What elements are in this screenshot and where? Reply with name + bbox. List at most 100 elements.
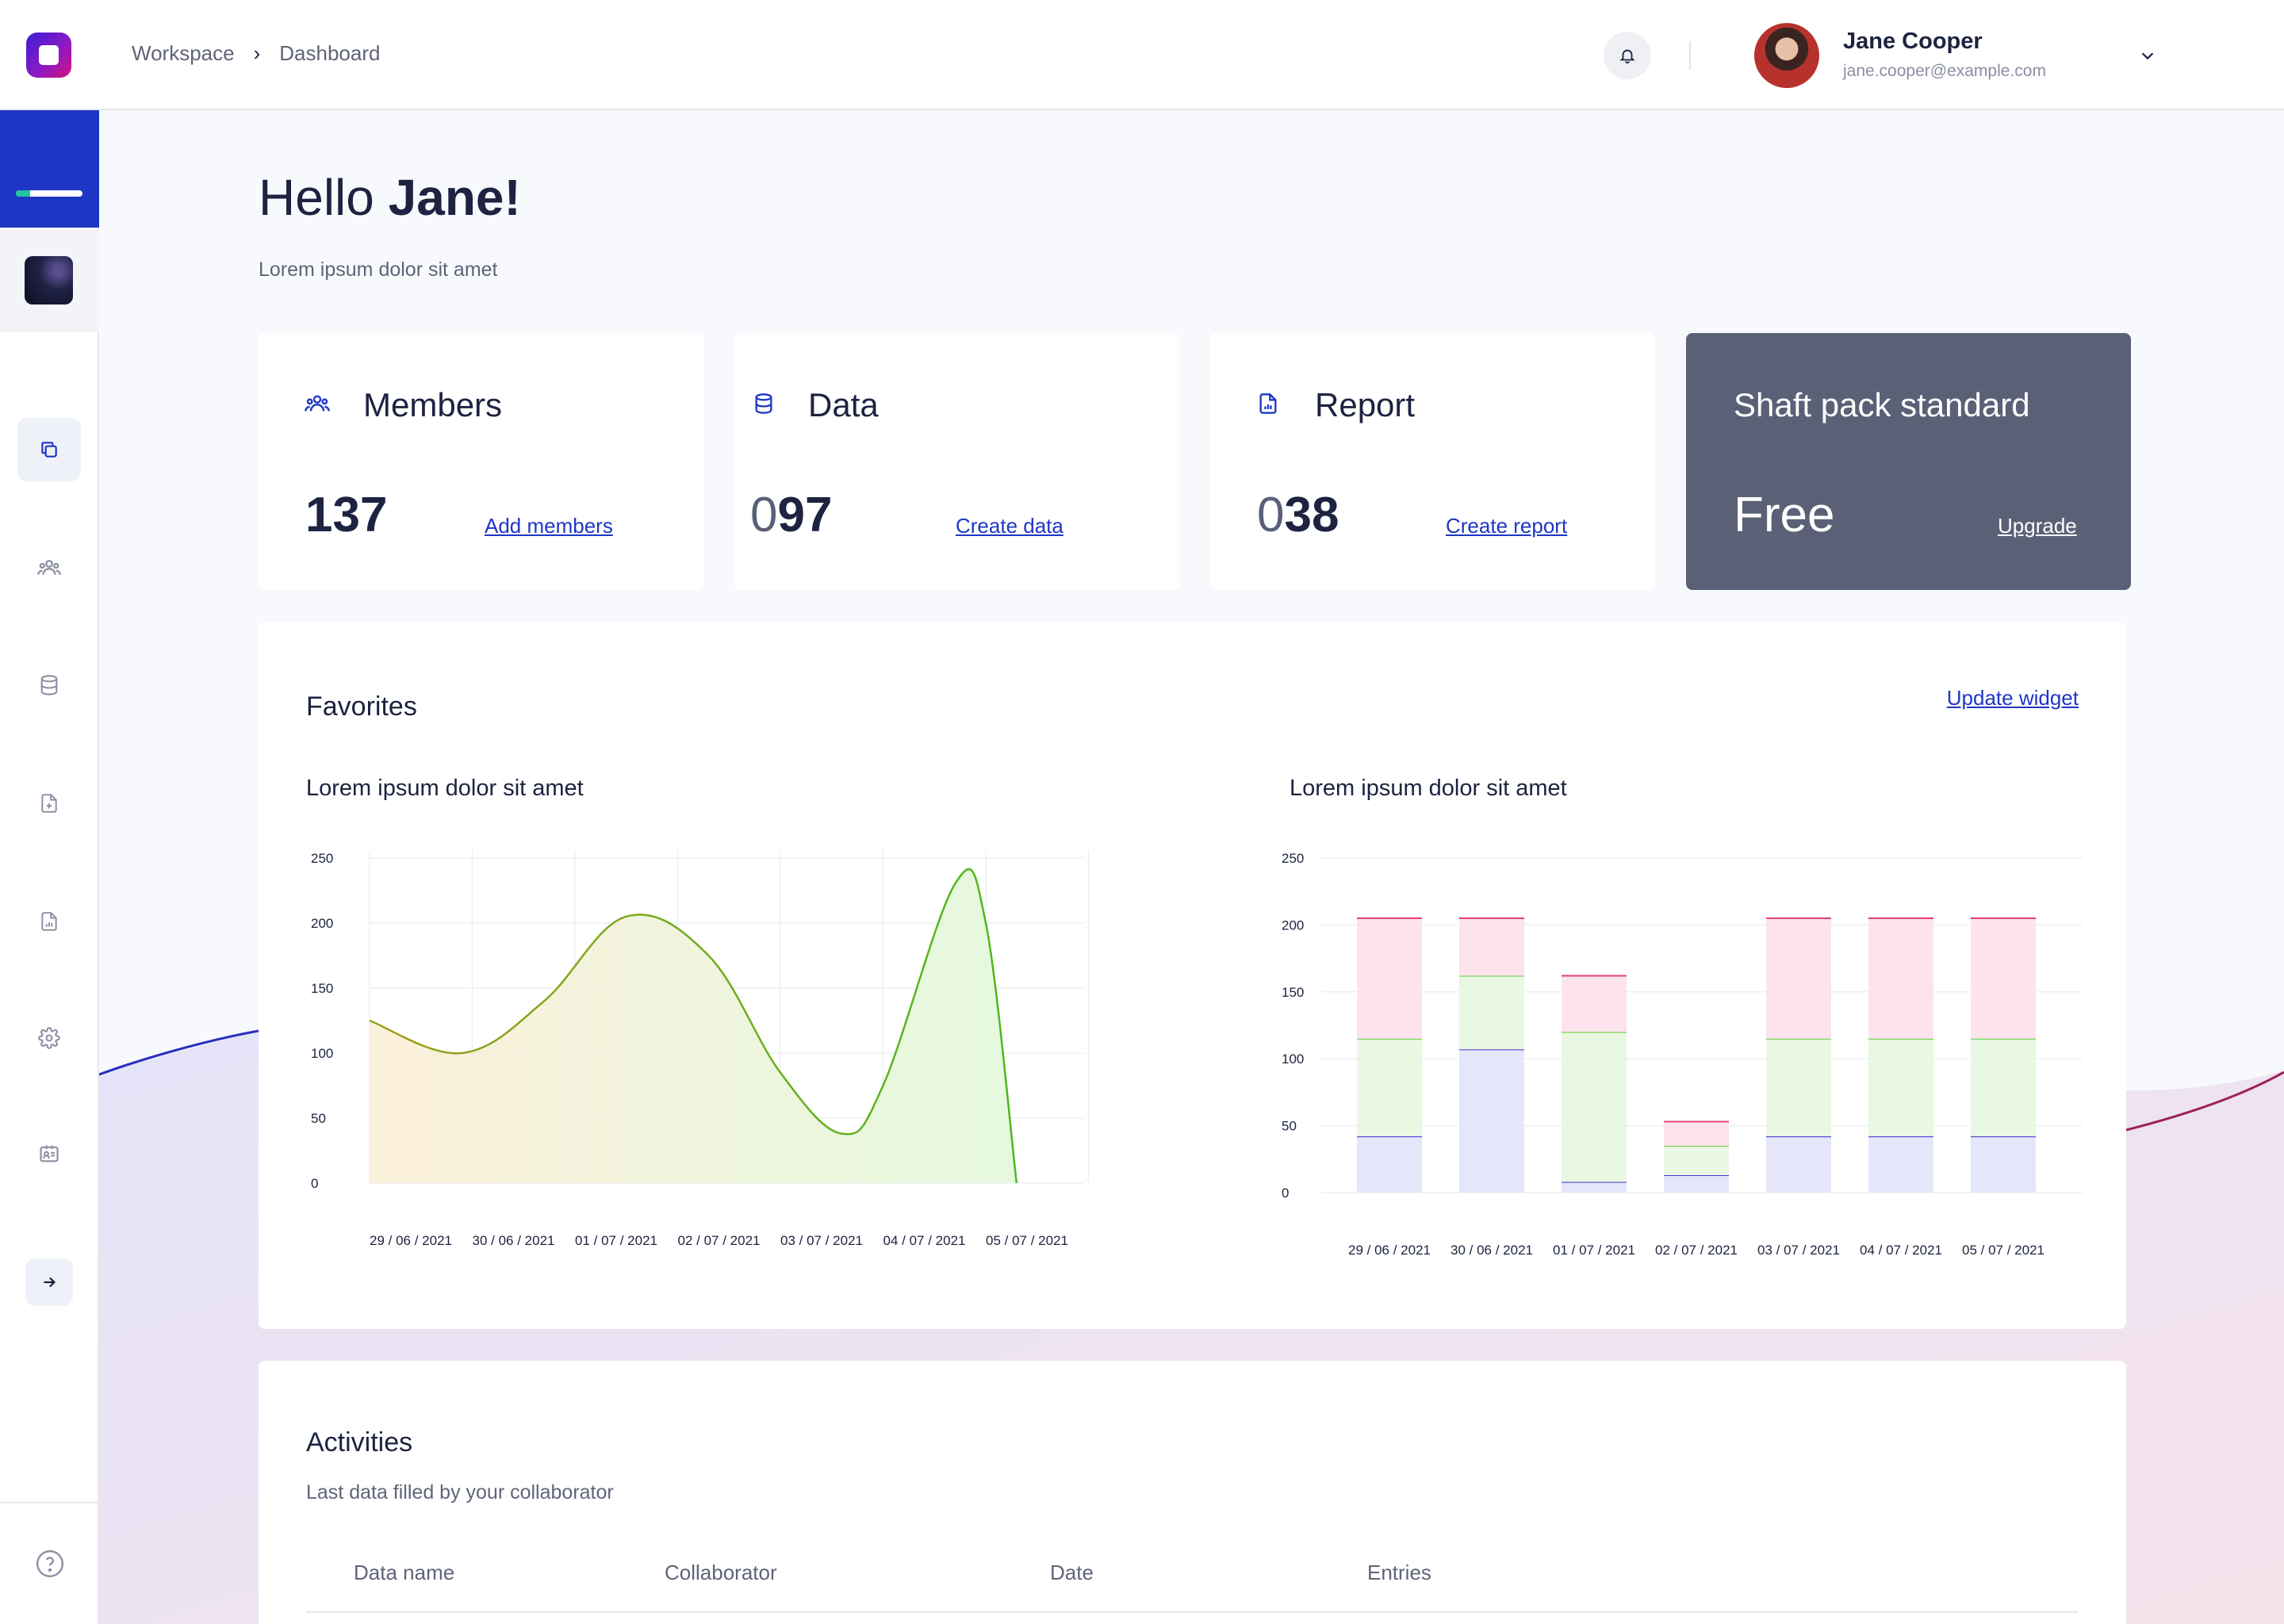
area-chart-title: Lorem ipsum dolor sit amet [306, 776, 584, 801]
notifications-button[interactable] [1604, 32, 1651, 79]
area-chart: 0 50 100 150 200 250 29 / 06 / 2021 30 / 06 / 2… [311, 850, 1090, 1248]
greeting-prefix: Hello [259, 169, 374, 226]
y-tick-label: 250 [311, 851, 333, 866]
bar-segment [1664, 1145, 1729, 1176]
gear-icon [38, 1027, 60, 1049]
table-divider [306, 1611, 2079, 1613]
user-menu-toggle[interactable] [2136, 44, 2159, 67]
bar-segment [1868, 1136, 1933, 1193]
column-header-data-name[interactable]: Data name [354, 1561, 455, 1584]
create-data-link[interactable]: Create data [956, 514, 1063, 538]
report-icon [1255, 390, 1282, 417]
y-tick-label: 50 [1282, 1119, 1297, 1134]
bar-segment [1357, 917, 1422, 1039]
activities-subtitle: Last data filled by your collaborator [306, 1481, 614, 1503]
users-icon [304, 390, 331, 417]
help-icon[interactable] [35, 1549, 65, 1579]
members-card: Members 137 Add members [259, 333, 703, 590]
database-icon [40, 675, 58, 695]
avatar[interactable] [1754, 23, 1819, 88]
y-tick-label: 200 [1282, 917, 1304, 933]
sidebar-item-new-file[interactable] [17, 772, 81, 835]
add-members-link[interactable]: Add members [485, 514, 613, 538]
bar-chart-title: Lorem ipsum dolor sit amet [1290, 776, 1567, 801]
sidebar-item-reports[interactable] [17, 890, 81, 953]
x-tick-label: 01 / 07 / 2021 [575, 1233, 657, 1248]
sidebar-item-settings[interactable] [17, 1006, 81, 1070]
top-bar: Workspace › Dashboard Jane Cooper jane.c… [0, 0, 2284, 110]
y-tick-label: 150 [1282, 985, 1304, 1000]
x-tick-label: 04 / 07 / 2021 [1860, 1243, 1942, 1258]
bell-icon [1619, 49, 1635, 64]
sidebar-expand-button[interactable] [25, 1258, 73, 1306]
create-report-link[interactable]: Create report [1446, 514, 1568, 538]
bar-segment [1766, 917, 1831, 1039]
users-icon [37, 560, 61, 575]
x-tick-label: 04 / 07 / 2021 [883, 1233, 966, 1248]
sidebar-footer [0, 1502, 99, 1624]
x-tick-label: 30 / 06 / 2021 [473, 1233, 555, 1248]
x-tick-label: 03 / 07 / 2021 [780, 1233, 863, 1248]
x-tick-label: 05 / 07 / 2021 [986, 1233, 1068, 1248]
x-tick-label: 29 / 06 / 2021 [370, 1233, 452, 1248]
bar-segment [1868, 1038, 1933, 1137]
user-name[interactable]: Jane Cooper [1843, 29, 1983, 54]
sidebar-progress-block [0, 110, 99, 228]
x-tick-label: 05 / 07 / 2021 [1962, 1243, 2044, 1258]
bar-segment [1971, 1038, 2036, 1137]
y-tick-label: 200 [311, 916, 333, 931]
y-tick-label: 0 [311, 1176, 318, 1191]
column-header-collaborator[interactable]: Collaborator [665, 1561, 777, 1584]
app-logo[interactable] [26, 33, 71, 78]
chevron-down-icon [2141, 52, 2154, 60]
sidebar [0, 110, 99, 1624]
sidebar-progress-bar [16, 190, 82, 197]
y-tick-label: 50 [311, 1111, 326, 1126]
bar-segment [1971, 917, 2036, 1039]
plan-name: Shaft pack standard [1734, 386, 2030, 423]
copy-icon [41, 442, 57, 458]
top-divider [1689, 41, 1691, 70]
bar-segment [1357, 1136, 1422, 1193]
report-count: 038 [1257, 488, 1339, 542]
report-icon [41, 912, 57, 931]
stacked-bar-chart: 0 50 100 150 200 250 29 / 06 / 2021 30 / 06 / 2… [1282, 851, 2083, 1258]
column-header-date[interactable]: Date [1050, 1561, 1094, 1584]
column-header-entries[interactable]: Entries [1367, 1561, 1431, 1584]
upgrade-link[interactable]: Upgrade [1998, 514, 2077, 538]
y-tick-label: 100 [311, 1046, 333, 1061]
y-tick-label: 250 [1282, 851, 1304, 866]
bar-segment [1664, 1121, 1729, 1146]
workspace-thumbnail[interactable] [25, 256, 73, 304]
sidebar-progress-fill [16, 190, 31, 197]
area-fill [370, 869, 1017, 1183]
sidebar-item-data[interactable] [17, 653, 81, 717]
bar-segment [1562, 975, 1627, 1032]
greeting-name: Jane! [388, 169, 521, 226]
x-tick-label: 29 / 06 / 2021 [1348, 1243, 1431, 1258]
bar-segment [1357, 1038, 1422, 1137]
bar-segment [1971, 1136, 2036, 1193]
id-card-icon [40, 1145, 59, 1162]
sidebar-workspace[interactable] [0, 228, 99, 332]
sidebar-item-members[interactable] [17, 536, 81, 599]
breadcrumb-current: Dashboard [279, 41, 381, 65]
bar-segment [1459, 975, 1524, 1050]
activities-panel: Activities Last data filled by your coll… [259, 1361, 2126, 1624]
user-email: jane.cooper@example.com [1843, 62, 2046, 80]
plan-tier: Free [1734, 488, 1835, 542]
bar-segment [1459, 1049, 1524, 1193]
x-tick-label: 30 / 06 / 2021 [1450, 1243, 1533, 1258]
y-tick-label: 150 [311, 981, 333, 996]
data-card: Data 097 Create data [734, 333, 1179, 590]
y-tick-label: 100 [1282, 1051, 1304, 1067]
data-count: 097 [750, 488, 833, 542]
x-tick-label: 03 / 07 / 2021 [1757, 1243, 1840, 1258]
sidebar-item-contacts[interactable] [17, 1122, 81, 1185]
breadcrumb-workspace[interactable]: Workspace [132, 41, 235, 65]
favorites-panel: Favorites Update widget Lorem ipsum dolo… [259, 622, 2126, 1329]
update-widget-link[interactable]: Update widget [1946, 686, 2079, 710]
database-icon [750, 390, 777, 417]
sidebar-item-dashboard[interactable] [17, 418, 81, 481]
activities-title: Activities [306, 1427, 413, 1457]
